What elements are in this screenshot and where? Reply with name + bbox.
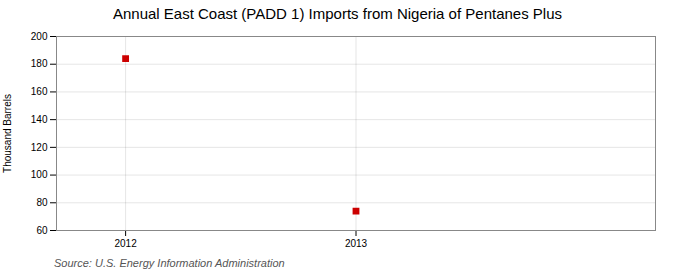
html-text:Annual East Coast (PADD 1) Imp: Annual East Coast (PADD 1) Imports from … <box>113 5 562 22</box>
svg-text:2013: 2013 <box>345 238 368 249</box>
svg-text:200: 200 <box>31 31 48 42</box>
svg-text:160: 160 <box>31 86 48 97</box>
svg-text:120: 120 <box>31 142 48 153</box>
svg-text:Thousand Barrels: Thousand Barrels <box>2 94 13 173</box>
svg-text:60: 60 <box>36 225 48 236</box>
svg-text:2012: 2012 <box>114 238 137 249</box>
svg-text:180: 180 <box>31 58 48 69</box>
html-text:Source: U.S. Energy Informatio: Source: U.S. Energy Information Administ… <box>54 257 285 269</box>
svg-text:100: 100 <box>31 169 48 180</box>
svg-text:140: 140 <box>31 114 48 125</box>
svg-text:80: 80 <box>36 197 48 208</box>
